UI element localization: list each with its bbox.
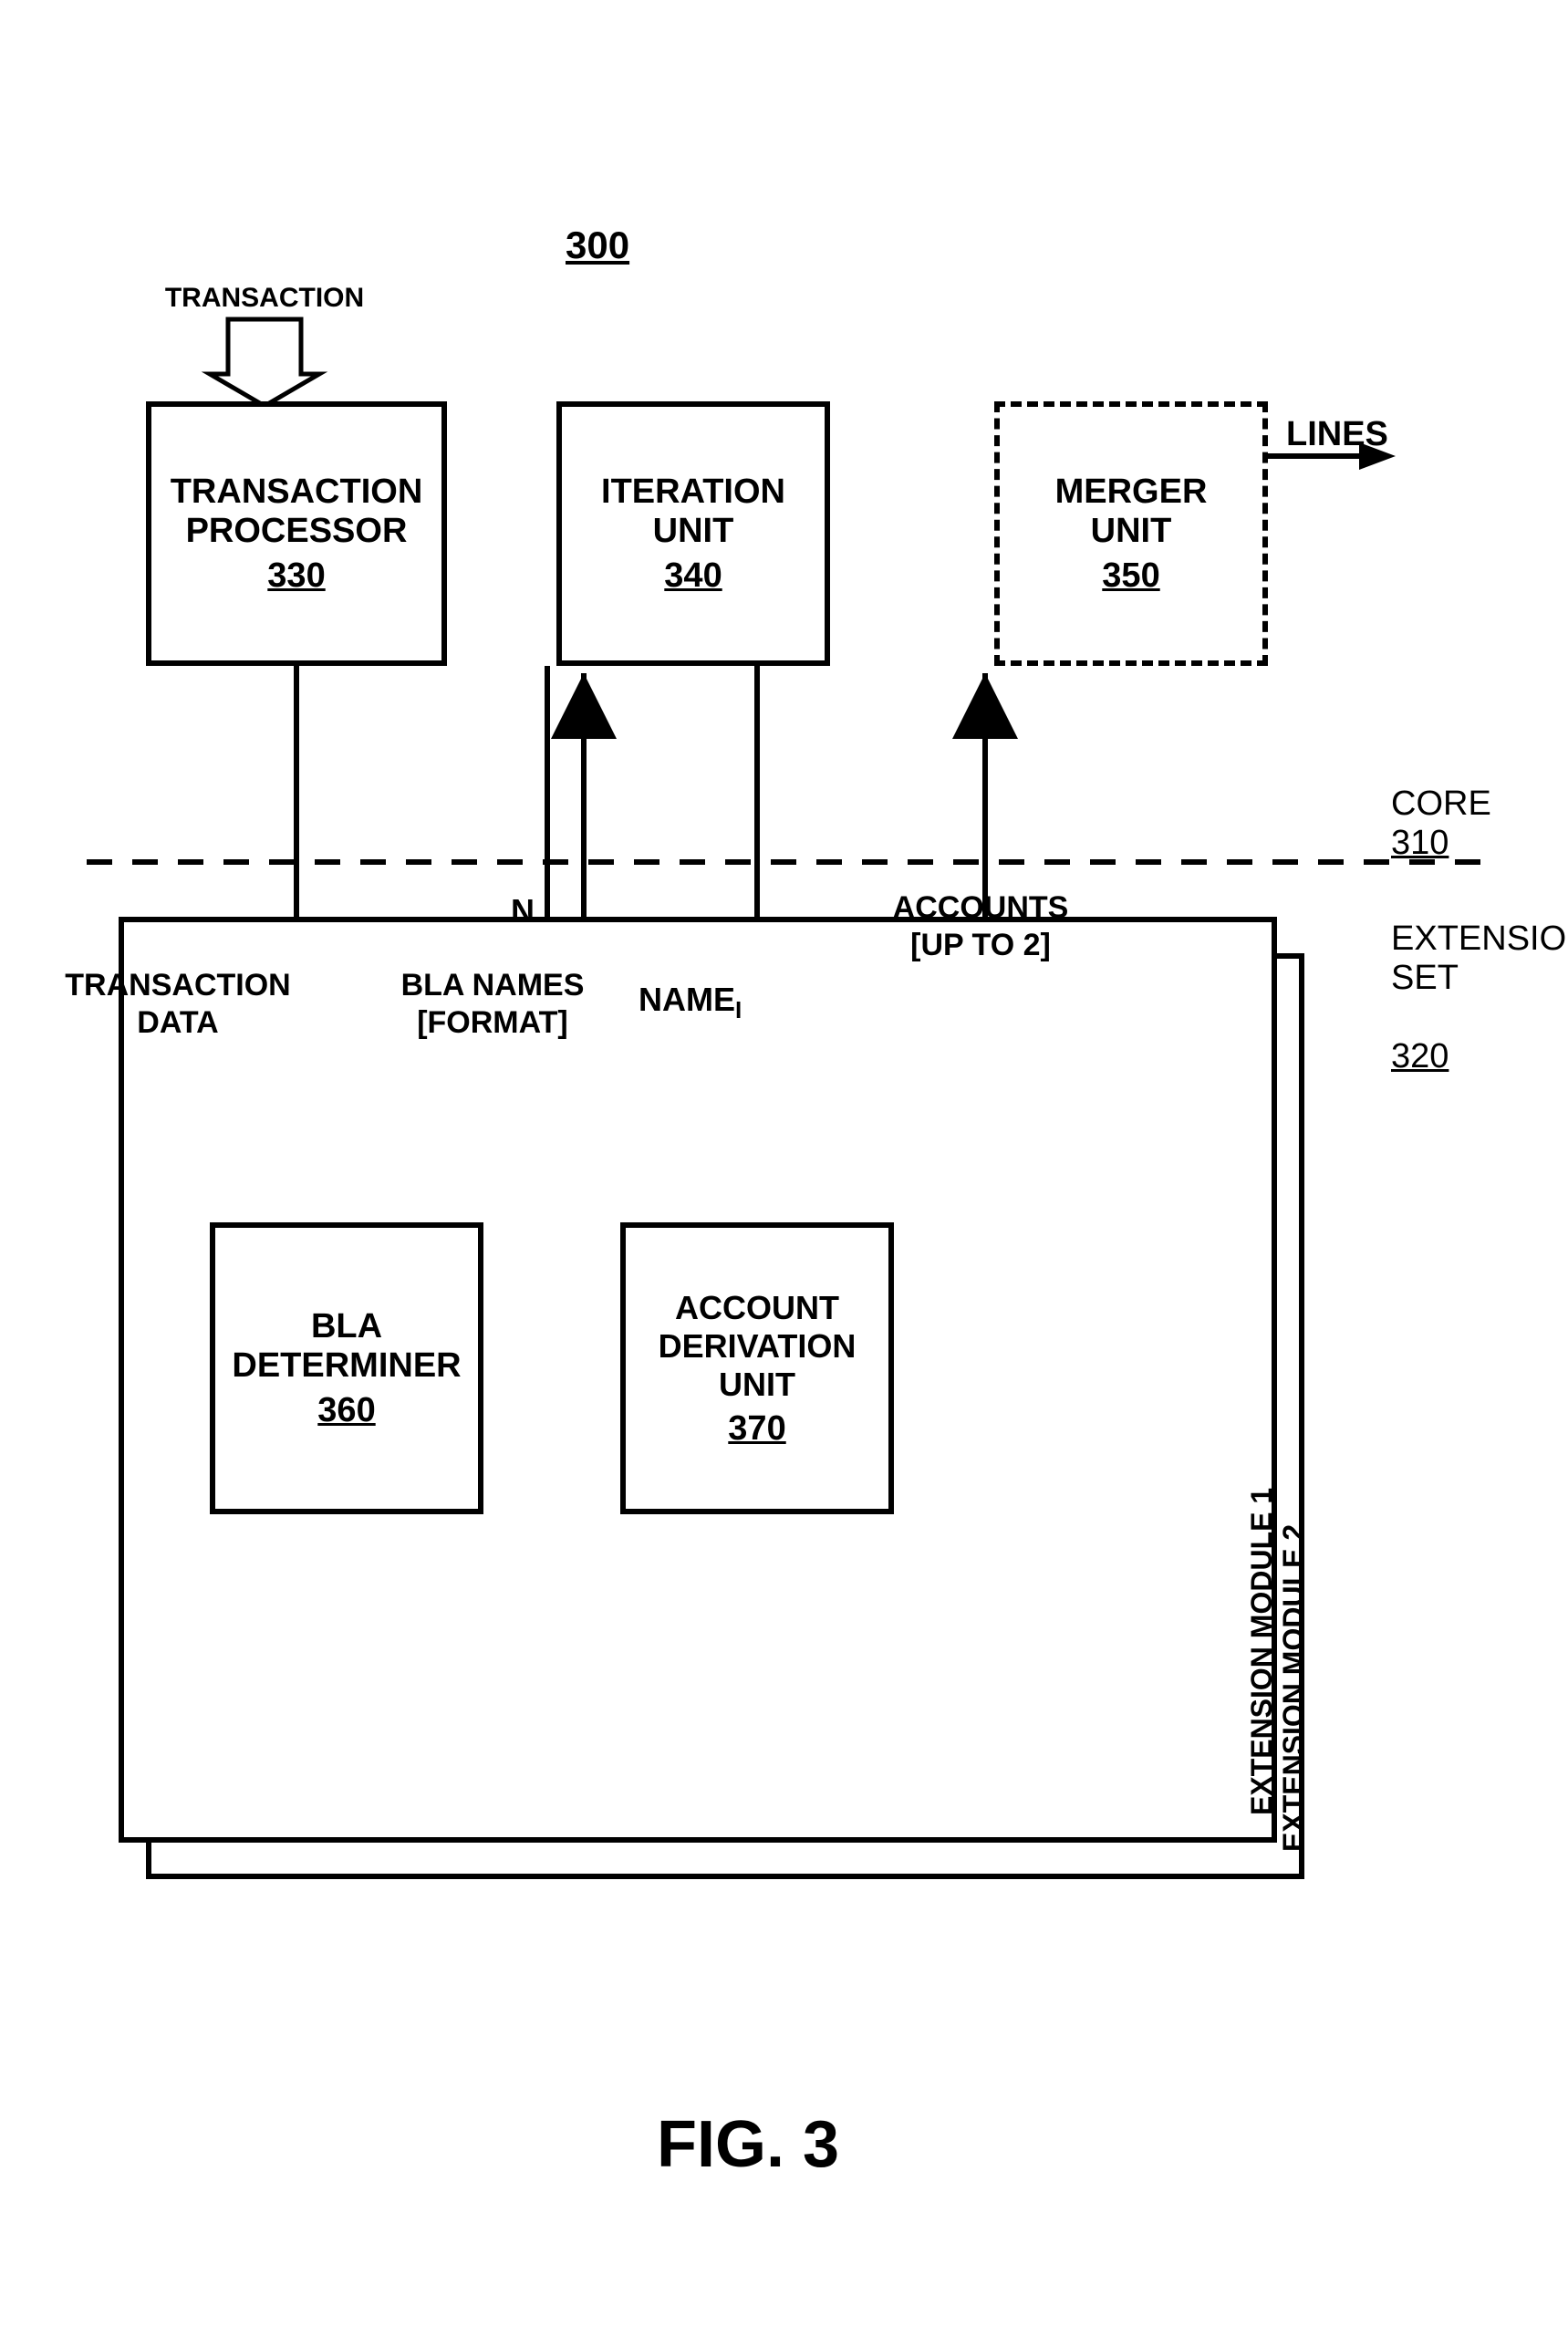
node-title: ACCOUNT DERIVATION UNIT xyxy=(659,1289,857,1404)
edge-label-accounts: ACCOUNTS [UP TO 2] xyxy=(885,889,1076,964)
edge-label-line1: BLA NAMES xyxy=(401,968,585,1003)
extension-module-1-label: EXTENSION MODULE 1 xyxy=(1245,1488,1279,1815)
region-label-core: CORE 310 xyxy=(1391,784,1491,863)
edge-label-transaction-data: TRANSACTION DATA xyxy=(64,967,292,1042)
node-id: 340 xyxy=(664,556,722,596)
node-bla-determiner: BLA DETERMINER 360 xyxy=(210,1222,483,1514)
edge-label-bla-names: BLA NAMES [FORMAT] xyxy=(397,967,588,1042)
node-title: BLA DETERMINER xyxy=(232,1307,461,1386)
node-id: 350 xyxy=(1102,556,1159,596)
node-transaction-processor: TRANSACTION PROCESSOR 330 xyxy=(146,401,447,666)
region-label-extension-set: EXTENSION SET 320 xyxy=(1391,880,1568,1076)
edge-label-line1: TRANSACTION xyxy=(65,968,290,1003)
edge-label-n: N xyxy=(511,892,535,930)
edge-label-line1: ACCOUNTS xyxy=(893,890,1069,925)
edge-label-lines-output: LINES xyxy=(1286,415,1388,454)
figure-caption: FIG. 3 xyxy=(657,2107,839,2182)
node-id: 360 xyxy=(317,1391,375,1430)
edge-label-transaction-input: TRANSACTION xyxy=(87,283,442,314)
edge-label-line2: DATA xyxy=(137,1005,218,1040)
node-id: 330 xyxy=(267,556,325,596)
region-label-text: CORE xyxy=(1391,784,1491,823)
node-account-derivation-unit: ACCOUNT DERIVATION UNIT 370 xyxy=(620,1222,894,1514)
extension-module-2-label: EXTENSION MODULE 2 xyxy=(1277,1524,1311,1852)
region-label-text: EXTENSION SET xyxy=(1391,919,1568,997)
region-label-id: 320 xyxy=(1391,1037,1449,1075)
node-title: MERGER UNIT xyxy=(1055,473,1208,551)
edge-label-line2: [FORMAT] xyxy=(417,1005,568,1040)
figure-number: 300 xyxy=(566,223,629,267)
node-merger-unit: MERGER UNIT 350 xyxy=(994,401,1268,666)
diagram-canvas: 300 xyxy=(0,0,1568,2348)
region-label-id: 310 xyxy=(1391,824,1449,862)
edge-label-line2: [UP TO 2] xyxy=(910,928,1051,962)
node-title: TRANSACTION PROCESSOR xyxy=(171,473,423,551)
node-iteration-unit: ITERATION UNIT 340 xyxy=(556,401,830,666)
node-title: ITERATION UNIT xyxy=(601,473,785,551)
node-id: 370 xyxy=(728,1409,785,1449)
edge-label-name-i: NAMEI xyxy=(639,981,742,1024)
